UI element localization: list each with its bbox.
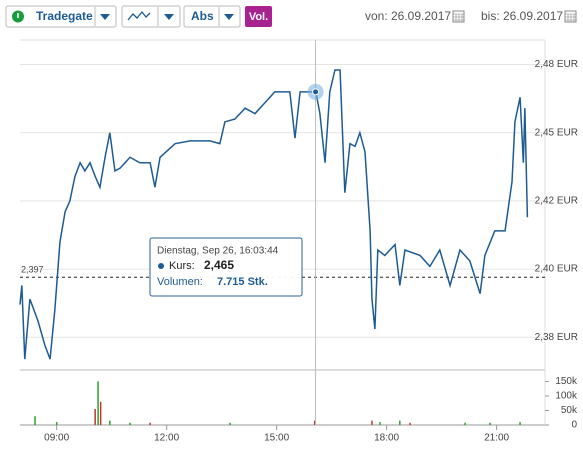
volume-tick-label: 0 bbox=[571, 420, 577, 431]
hover-marker bbox=[312, 88, 320, 96]
x-tick-label: 12:00 bbox=[154, 433, 179, 444]
dropdown-arrow bbox=[100, 14, 110, 20]
tooltip-time: Dienstag, Sep 26, 16:03:44 bbox=[157, 246, 279, 257]
x-tick-label: 18:00 bbox=[374, 433, 399, 444]
tooltip-box bbox=[149, 237, 303, 297]
tooltip: Dienstag, Sep 26, 16:03:44 Kurs: 2,465Volu… bbox=[149, 237, 303, 297]
volume-bar bbox=[464, 422, 466, 425]
calendar-grid bbox=[565, 13, 576, 22]
volume-bar bbox=[229, 422, 231, 425]
tooltip-price: 2,465 bbox=[204, 258, 234, 272]
volume-tick-label: 150k bbox=[555, 376, 578, 387]
tooltip-volume-label: Volumen: bbox=[157, 276, 203, 288]
y-tick-label: 2,38 EUR bbox=[535, 332, 578, 343]
volume-bar bbox=[409, 422, 411, 425]
y-tick-label: 2,48 EUR bbox=[535, 59, 578, 70]
exchange-select[interactable] bbox=[5, 5, 117, 28]
reference-label: 2,397 bbox=[21, 265, 44, 275]
to-date: 26.09.2017 bbox=[503, 9, 563, 23]
dropdown-arrow bbox=[164, 14, 174, 20]
tooltip-volume: 7.715 Stk. bbox=[217, 276, 268, 288]
y-tick-label: 2,40 EUR bbox=[535, 264, 578, 275]
volume-bar bbox=[519, 422, 521, 425]
volume-bar bbox=[379, 422, 381, 425]
volume-bar bbox=[399, 420, 401, 425]
volume-bar bbox=[314, 420, 316, 425]
line-icon bbox=[127, 10, 151, 21]
volume-tick-label: 50k bbox=[561, 405, 578, 416]
calendar-icon[interactable] bbox=[564, 10, 577, 23]
exchange-label: Tradegate bbox=[36, 9, 93, 23]
volume-bar bbox=[97, 381, 99, 425]
volume-button[interactable] bbox=[245, 6, 272, 27]
volume-bar bbox=[34, 416, 36, 425]
y-tick-label: 2,42 EUR bbox=[535, 196, 578, 207]
volume-bar bbox=[129, 422, 131, 425]
volume-bar bbox=[489, 422, 491, 425]
volume-button-label: Vol. bbox=[249, 11, 268, 23]
x-tick-label: 09:00 bbox=[44, 433, 69, 444]
volume-bar bbox=[371, 420, 373, 425]
volume-bar bbox=[99, 401, 102, 425]
price-line bbox=[19, 69, 529, 360]
volume-tick-label: 100k bbox=[555, 391, 578, 402]
y-tick-label: 2,45 EUR bbox=[535, 127, 578, 138]
volume-bar bbox=[94, 409, 96, 425]
dropdown-arrow bbox=[224, 14, 234, 20]
tooltip-price-label: Kurs: bbox=[169, 260, 195, 272]
calendar-icon[interactable] bbox=[452, 10, 465, 23]
volume-bar bbox=[55, 422, 58, 425]
from-label: von: bbox=[365, 9, 388, 23]
x-tick-label: 15:00 bbox=[264, 433, 289, 444]
volume-bar bbox=[109, 420, 111, 425]
toolbar: Tradegate Abs Vol. von: 26.09.2017 bis: … bbox=[5, 5, 577, 28]
to-label: bis: bbox=[481, 9, 500, 23]
chart-type-select[interactable] bbox=[121, 5, 181, 28]
volume-bar bbox=[149, 422, 151, 425]
tooltip-bullet bbox=[158, 263, 164, 269]
scale-select[interactable] bbox=[183, 5, 241, 28]
scale-label: Abs bbox=[191, 9, 214, 23]
x-tick-label: 21:00 bbox=[484, 433, 509, 444]
from-date: 26.09.2017 bbox=[391, 9, 451, 23]
calendar-grid bbox=[453, 13, 464, 22]
